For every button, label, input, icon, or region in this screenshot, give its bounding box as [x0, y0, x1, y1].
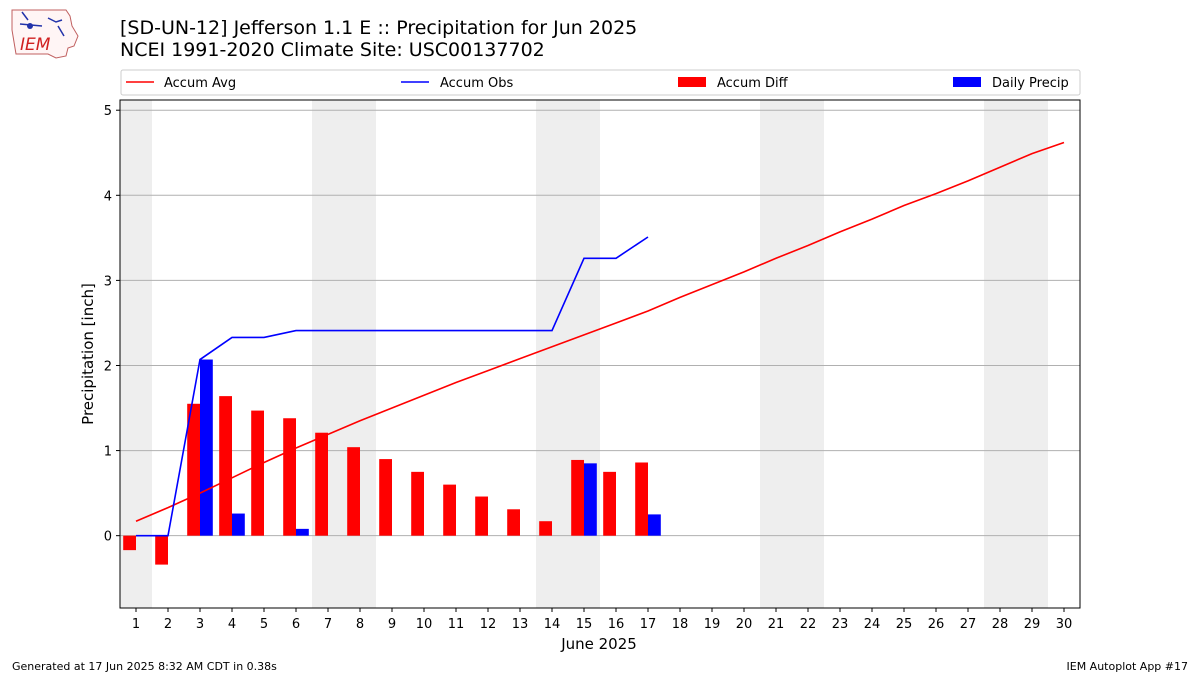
x-tick-label: 7: [324, 617, 332, 632]
accum-diff-bar: [603, 471, 616, 536]
weekend-shade: [760, 100, 824, 608]
iem-logo-graphic: IEM: [11, 9, 79, 59]
accum-diff-bar: [155, 535, 168, 565]
x-tick-label: 15: [576, 617, 593, 632]
chart-title: [SD-UN-12] Jefferson 1.1 E :: Precipitat…: [120, 17, 637, 61]
daily-precip-bar: [648, 514, 661, 536]
x-axis-label: June 2025: [560, 635, 637, 653]
accum-diff-bar: [251, 410, 264, 536]
daily-precip-bar: [232, 513, 245, 536]
accum-diff-bar: [571, 459, 584, 536]
footer-generated: Generated at 17 Jun 2025 8:32 AM CDT in …: [12, 660, 277, 673]
x-tick-label: 17: [640, 617, 657, 632]
accum-diff-bar: [443, 484, 456, 536]
x-tick-label: 21: [768, 617, 785, 632]
x-tick-label: 25: [896, 617, 913, 632]
y-tick-label: 0: [104, 530, 112, 545]
plot-frame: [119, 99, 1081, 609]
legend-box: [120, 69, 1081, 96]
x-tick-label: 20: [736, 617, 753, 632]
x-tick-label: 14: [544, 617, 561, 632]
accum-diff-bar: [283, 418, 296, 536]
svg-text:IEM: IEM: [20, 35, 51, 55]
x-tick-label: 18: [672, 617, 689, 632]
accum-obs-line: [136, 236, 649, 537]
y-axis-label: Precipitation [inch]: [79, 283, 97, 425]
y-tick-label: 5: [104, 104, 112, 119]
x-tick-label: 23: [832, 617, 849, 632]
y-tick-label: 2: [104, 359, 112, 374]
accum-diff-bar: [315, 432, 328, 536]
x-tick-label: 10: [416, 617, 433, 632]
y-tick-label: 3: [104, 274, 112, 289]
x-tick-label: 24: [864, 617, 881, 632]
x-tick-label: 28: [992, 617, 1009, 632]
accum-diff-bar: [187, 403, 200, 536]
legend-label-daily-precip: Daily Precip: [992, 76, 1069, 91]
x-tick-label: 30: [1056, 617, 1073, 632]
x-tick-label: 19: [704, 617, 721, 632]
legend-swatch-daily-precip: [953, 77, 981, 87]
x-tick-label: 12: [480, 617, 497, 632]
x-tick-label: 8: [356, 617, 364, 632]
x-tick-label: 5: [260, 617, 268, 632]
x-tick-label: 13: [512, 617, 529, 632]
y-tick-label: 4: [104, 189, 112, 204]
y-tick-label: 1: [104, 445, 112, 460]
grid-lines: [120, 109, 1080, 537]
legend-swatch-accum-diff: [678, 77, 706, 87]
accum-diff-bar: [379, 459, 392, 536]
footer-app-id: IEM Autoplot App #17: [1066, 660, 1189, 673]
x-tick-label: 26: [928, 617, 945, 632]
daily-precip-bar: [296, 528, 309, 536]
x-tick-label: 16: [608, 617, 625, 632]
x-tick-label: 6: [292, 617, 300, 632]
line-series: [135, 141, 1065, 537]
accum-diff-bar: [635, 462, 648, 536]
accum-diff-bar: [411, 471, 424, 536]
legend-label-accum-obs: Accum Obs: [440, 76, 513, 91]
accum-diff-bar: [219, 396, 232, 536]
x-tick-label: 27: [960, 617, 977, 632]
legend-label-accum-avg: Accum Avg: [164, 76, 236, 91]
x-tick-label: 4: [228, 617, 236, 632]
chart-title-line1: [SD-UN-12] Jefferson 1.1 E :: Precipitat…: [120, 17, 638, 39]
legend-label-accum-diff: Accum Diff: [717, 76, 789, 91]
legend: Accum Avg Accum Obs Accum Diff Daily Precip: [120, 69, 1081, 96]
chart-title-line2: NCEI 1991-2020 Climate Site: USC00137702: [120, 39, 545, 61]
daily-precip-bar: [584, 463, 597, 536]
accum-diff-bar: [539, 521, 552, 536]
accum-diff-bar: [123, 535, 136, 551]
accum-diff-bar: [475, 496, 488, 536]
x-tick-label: 11: [448, 617, 465, 632]
weekend-shade: [120, 100, 152, 608]
x-tick-label: 29: [1024, 617, 1041, 632]
x-tick-label: 2: [164, 617, 172, 632]
daily-precip-bar: [200, 359, 213, 536]
x-tick-label: 1: [132, 617, 140, 632]
weekend-shade: [984, 100, 1048, 608]
x-tick-label: 9: [388, 617, 396, 632]
x-tick-label: 22: [800, 617, 817, 632]
accum-avg-line: [135, 141, 1065, 522]
x-tick-label: 3: [196, 617, 204, 632]
accum-diff-bar: [347, 447, 360, 536]
accum-diff-bar: [507, 509, 520, 536]
iem-logo: IEM: [8, 6, 80, 60]
